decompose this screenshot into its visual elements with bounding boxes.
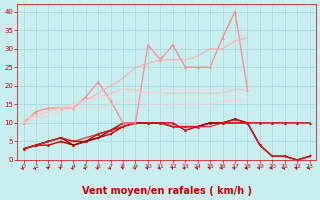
- X-axis label: Vent moyen/en rafales ( km/h ): Vent moyen/en rafales ( km/h ): [82, 186, 252, 196]
